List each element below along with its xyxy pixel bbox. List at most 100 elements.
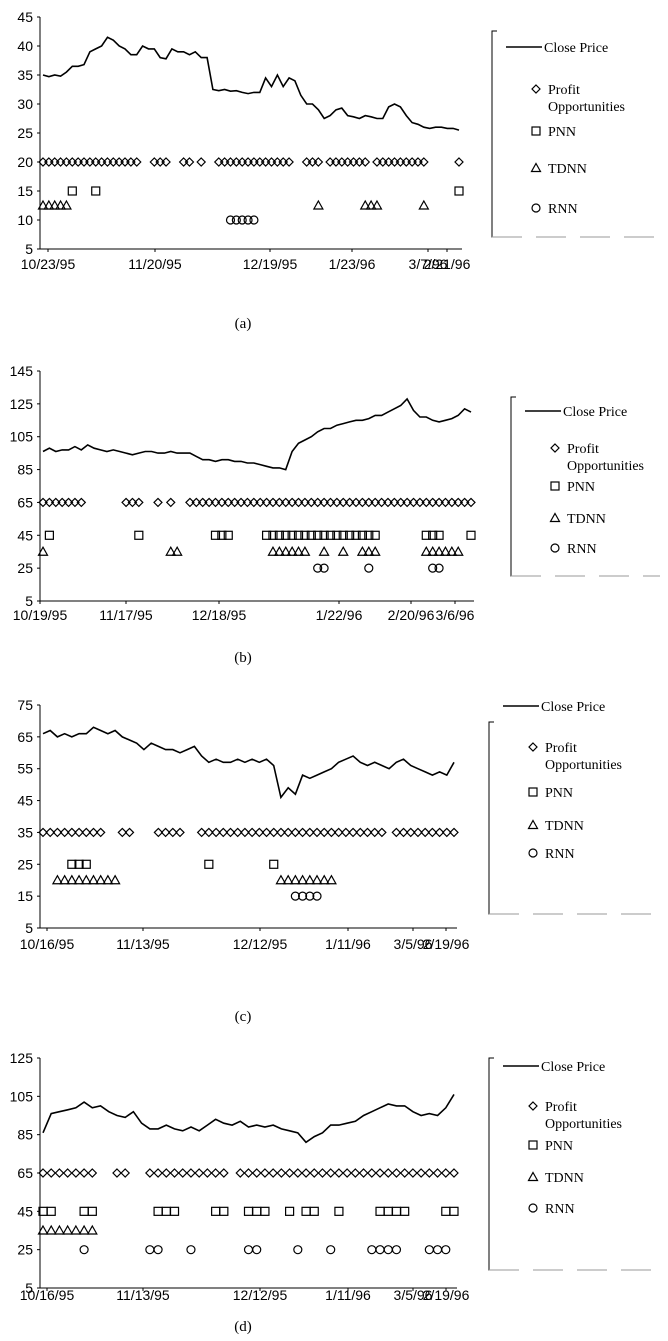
pnn-marker <box>434 530 444 540</box>
y-tick-label: 65 <box>17 494 33 510</box>
pnn-marker-swatch <box>528 787 538 797</box>
pnn-marker <box>74 859 84 869</box>
profit-marker <box>317 1168 328 1178</box>
legend-label: TDNN <box>545 1171 584 1186</box>
y-tick-label: 45 <box>17 9 33 25</box>
pnn-marker <box>134 530 144 540</box>
x-tick-label: 12/18/95 <box>192 607 247 623</box>
profit-marker <box>44 157 54 167</box>
legend-frame <box>510 396 516 577</box>
profit-marker <box>38 1168 48 1178</box>
profit-marker <box>167 827 178 838</box>
profit-marker <box>131 157 142 167</box>
legend-label: Profit <box>548 83 580 98</box>
profit-marker <box>120 157 130 167</box>
rnn-marker-swatch <box>531 203 541 213</box>
rnn-marker <box>243 215 253 225</box>
profit-marker <box>351 497 361 508</box>
legend-frame <box>491 30 497 238</box>
pnn-marker <box>287 530 297 540</box>
profit-marker <box>210 497 221 508</box>
profit-marker <box>61 157 72 167</box>
pnn-marker <box>400 1206 410 1216</box>
profit-marker <box>219 157 230 167</box>
x-tick-label: 12/12/95 <box>233 1287 288 1303</box>
rnn-marker <box>428 563 438 573</box>
profit-marker <box>354 157 365 167</box>
pnn-marker <box>269 859 279 869</box>
profit-marker <box>278 157 289 167</box>
pnn-marker <box>454 186 464 196</box>
tdnn-marker <box>427 545 439 556</box>
tdnn-marker <box>433 545 445 556</box>
profit-marker <box>145 1168 155 1178</box>
profit-marker <box>251 1168 262 1178</box>
profit-marker <box>70 497 80 508</box>
legend: Close Price Profit Opportunities PNN TDNN RNN <box>488 1057 660 1271</box>
profit-marker-swatch <box>531 84 541 94</box>
legend-label: Opportunities <box>548 100 625 115</box>
profit-marker <box>62 1168 73 1178</box>
profit-marker <box>236 497 246 508</box>
profit-marker <box>175 827 185 838</box>
tdnn-marker <box>289 874 301 885</box>
profit-marker <box>342 157 353 167</box>
rnn-marker <box>225 215 236 225</box>
tdnn-marker <box>286 545 298 556</box>
x-tick-label: 2/19/96 <box>423 936 470 952</box>
tdnn-marker <box>45 1224 57 1235</box>
tdnn-marker <box>43 199 55 210</box>
y-tick-label: 35 <box>17 824 33 840</box>
profit-marker <box>184 157 195 167</box>
series-profit-opportunities <box>38 497 476 508</box>
y-tick-label: 5 <box>25 241 33 257</box>
tdnn-marker <box>267 545 279 556</box>
x-tick-label: 10/19/95 <box>13 607 68 623</box>
profit-marker <box>74 827 84 838</box>
profit-marker <box>401 157 412 167</box>
profit-marker <box>213 157 224 167</box>
pnn-marker <box>260 1206 270 1216</box>
rnn-marker <box>153 1245 163 1255</box>
rnn-marker-swatch <box>528 1203 538 1213</box>
pnn-marker <box>334 1206 344 1216</box>
profit-marker <box>369 827 380 838</box>
profit-marker <box>399 1168 410 1178</box>
profit-marker <box>301 157 312 167</box>
legend-label: Close Price <box>541 700 605 715</box>
pnn-marker-swatch <box>550 481 560 491</box>
profit-marker <box>79 1168 89 1178</box>
pnn-marker <box>223 530 233 540</box>
profit-marker <box>280 497 291 508</box>
profit-marker <box>81 827 92 838</box>
profit-marker <box>276 1168 287 1178</box>
tdnn-marker <box>87 874 99 885</box>
tdnn-marker <box>297 874 309 885</box>
profit-marker <box>427 497 438 508</box>
y-tick-label: 55 <box>17 761 33 777</box>
pnn-marker <box>421 530 431 540</box>
profit-marker <box>395 497 406 508</box>
pnn-marker <box>281 530 291 540</box>
profit-marker <box>357 497 368 508</box>
rnn-marker <box>432 1245 443 1255</box>
profit-marker <box>338 497 349 508</box>
x-tick-label: 3/6/96 <box>436 607 475 623</box>
tdnn-marker <box>439 545 451 556</box>
profit-marker <box>254 827 265 838</box>
x-tick-label: 10/23/95 <box>21 256 76 272</box>
profit-marker <box>348 157 359 167</box>
x-tick-label: 11/13/95 <box>116 1287 170 1303</box>
tdnn-marker <box>60 199 72 210</box>
profit-marker <box>284 1168 295 1178</box>
pnn-marker <box>332 530 342 540</box>
profit-marker <box>197 497 208 508</box>
y-tick-label: 10 <box>17 212 33 228</box>
profit-marker <box>449 827 459 838</box>
tdnn-marker <box>282 874 294 885</box>
tdnn-marker <box>420 545 432 556</box>
profit-marker-swatch <box>550 443 560 453</box>
legend-label: Close Price <box>563 405 627 420</box>
pnn-marker <box>325 530 336 540</box>
profit-marker <box>229 497 240 508</box>
